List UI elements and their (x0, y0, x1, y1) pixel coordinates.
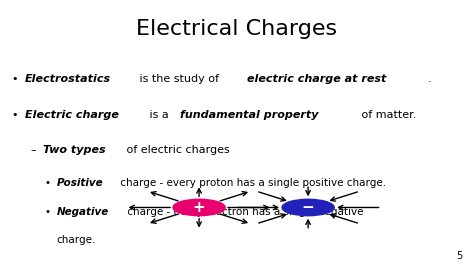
Text: electric charge at rest: electric charge at rest (247, 74, 387, 85)
Text: •: • (45, 207, 55, 218)
Text: −: − (302, 200, 314, 215)
Text: –: – (31, 145, 40, 155)
Ellipse shape (173, 199, 225, 216)
Text: charge - every proton has a single positive charge.: charge - every proton has a single posit… (117, 178, 386, 188)
Text: of electric charges: of electric charges (123, 145, 230, 155)
Text: Electrostatics: Electrostatics (25, 74, 111, 85)
Text: .: . (428, 74, 431, 85)
Text: Negative: Negative (57, 207, 109, 218)
Text: is a: is a (146, 110, 172, 120)
Text: charge.: charge. (56, 235, 95, 246)
Text: Positive: Positive (57, 178, 104, 188)
Text: is the study of: is the study of (136, 74, 222, 85)
Text: charge - every electron has a single negative: charge - every electron has a single neg… (124, 207, 364, 218)
Text: •: • (45, 178, 55, 188)
Text: •: • (12, 74, 22, 85)
Text: 5: 5 (456, 251, 462, 261)
Ellipse shape (282, 199, 334, 216)
Text: of matter.: of matter. (358, 110, 417, 120)
Text: Two types: Two types (43, 145, 105, 155)
Text: Electrical Charges: Electrical Charges (137, 19, 337, 39)
Text: Electric charge: Electric charge (25, 110, 118, 120)
Text: +: + (193, 200, 205, 215)
Text: fundamental property: fundamental property (180, 110, 318, 120)
Text: •: • (12, 110, 22, 120)
